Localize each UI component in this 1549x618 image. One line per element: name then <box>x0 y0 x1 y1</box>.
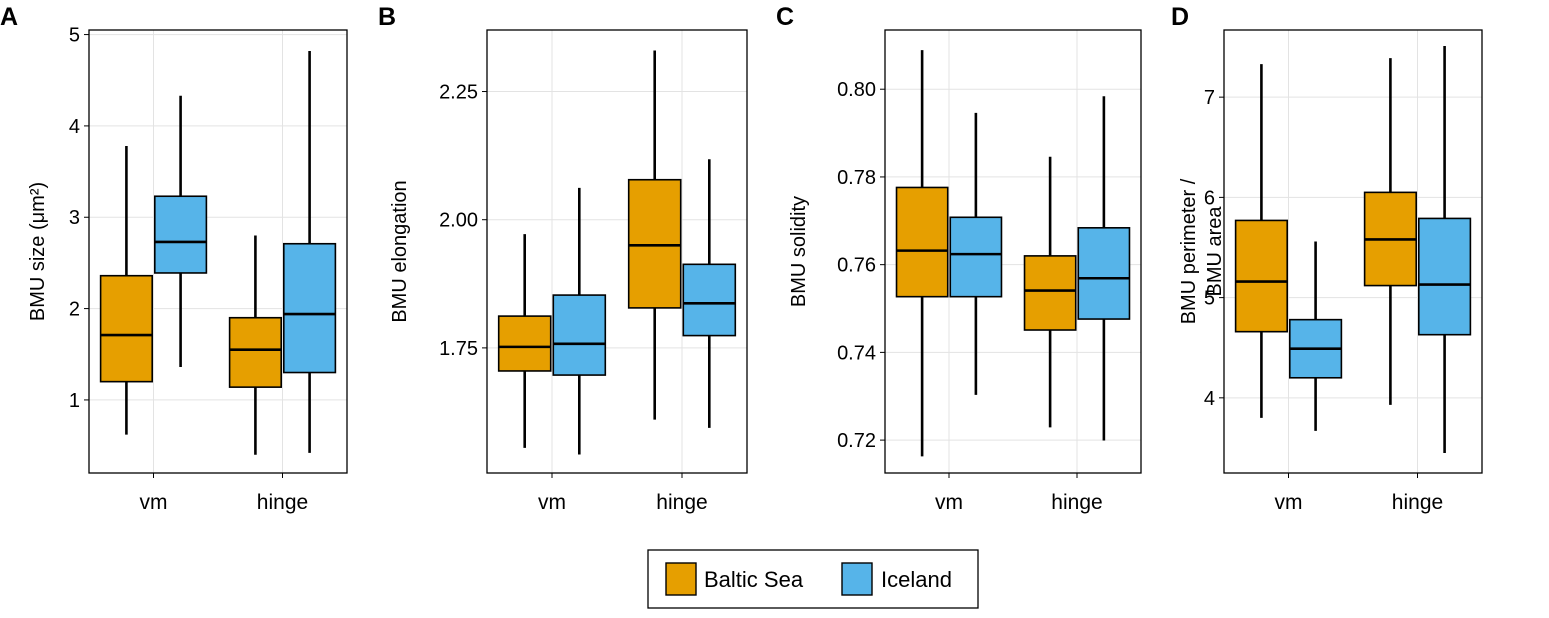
box-baltic-sea-vm <box>895 50 949 457</box>
box-iqr <box>153 195 208 274</box>
panel-d: 4 5 6 7 vm hinge D BMU perimeter / BMU area <box>1171 3 1483 514</box>
y-tick-label: 6 <box>1204 187 1215 209</box>
box-iqr <box>99 274 154 383</box>
panel-letter: A <box>0 3 18 31</box>
box-iceland-vm <box>552 187 607 455</box>
box-iqr <box>1417 217 1472 336</box>
box-iqr <box>282 242 337 374</box>
box-baltic-sea-hinge <box>627 50 682 420</box>
legend: Baltic Sea Iceland <box>647 549 979 609</box>
y-tick-label: 1.75 <box>439 338 478 360</box>
y-tick-label: 1 <box>69 390 80 412</box>
y-tick-label: 3 <box>69 207 80 229</box>
box-iqr <box>682 263 737 337</box>
y-axis-label: BMU size (μm²) <box>27 182 49 321</box>
y-tick-label: 7 <box>1204 87 1215 109</box>
y-tick-label: 2.00 <box>439 210 478 232</box>
y-axis-label: BMU elongation <box>389 180 411 322</box>
y-tick-label: 0.74 <box>837 342 876 364</box>
box-iqr <box>1234 219 1289 333</box>
box-iqr <box>895 186 949 298</box>
box-iceland-vm <box>949 112 1003 395</box>
y-tick-label: 0.76 <box>837 255 876 277</box>
y-tick-label: 0.78 <box>837 167 876 189</box>
legend-swatch-iceland <box>841 562 873 596</box>
x-tick-label: hinge <box>257 491 308 514</box>
box-baltic-sea-hinge <box>228 235 283 455</box>
box-baltic-sea-vm <box>497 234 552 448</box>
x-tick-label: hinge <box>1392 491 1443 514</box>
box-iceland-vm <box>153 95 208 368</box>
y-tick-label: 4 <box>69 116 80 138</box>
box-iceland-vm <box>1288 241 1343 431</box>
x-tick-label: vm <box>1275 491 1303 514</box>
panel-a: 1 2 3 4 5 vm hinge A BMU size (μm²) <box>0 3 348 514</box>
box-iceland-hinge <box>1417 46 1472 453</box>
y-tick-label: 0.80 <box>837 79 876 101</box>
y-tick-label: 0.72 <box>837 430 876 452</box>
box-iqr <box>228 316 283 388</box>
y-axis-label-line: BMU perimeter / <box>1178 178 1200 324</box>
x-tick-label: vm <box>538 491 566 514</box>
plot-frame <box>88 29 348 474</box>
legend-frame <box>647 549 979 609</box>
y-tick-label: 4 <box>1204 388 1215 410</box>
legend-label-iceland: Iceland <box>881 567 952 592</box>
panel-c: 0.72 0.74 0.76 0.78 0.80 vm hinge C BMU solidity <box>776 3 1142 514</box>
legend-label-baltic-sea: Baltic Sea <box>704 567 804 592</box>
legend-swatch-baltic-sea <box>665 562 697 596</box>
box-iqr <box>949 216 1003 298</box>
y-tick-label: 2.25 <box>439 82 478 104</box>
plot-frame <box>1223 29 1483 474</box>
y-axis-label-line: BMU area <box>1204 206 1226 297</box>
box-iqr <box>627 178 682 309</box>
y-tick-label: 2 <box>69 299 80 321</box>
box-iqr <box>1077 227 1131 320</box>
x-tick-label: vm <box>935 491 963 514</box>
x-tick-label: hinge <box>656 491 707 514</box>
box-baltic-sea-hinge <box>1363 58 1418 405</box>
box-iqr <box>1023 255 1077 331</box>
y-tick-label: 5 <box>1204 288 1215 310</box>
box-baltic-sea-hinge <box>1023 156 1077 428</box>
box-iceland-hinge <box>282 51 337 453</box>
y-axis-label: BMU perimeter / BMU area <box>1178 178 1226 324</box>
x-tick-label: vm <box>140 491 168 514</box>
box-baltic-sea-vm <box>1234 64 1289 418</box>
box-iqr <box>497 315 552 372</box>
plot-frame <box>486 29 748 474</box>
panels: 1 2 3 4 5 vm hinge A BMU size (μm²) 1.75 2.00 2.25 v… <box>0 3 1483 514</box>
panel-letter: B <box>378 3 396 31</box>
panel-letter: C <box>776 3 794 31</box>
box-iceland-hinge <box>682 159 737 428</box>
box-iceland-hinge <box>1077 96 1131 441</box>
plot-frame <box>884 29 1142 474</box>
y-tick-label: 5 <box>69 25 80 47</box>
box-iqr <box>552 294 607 376</box>
y-axis-label: BMU solidity <box>788 196 810 307</box>
x-tick-label: hinge <box>1051 491 1102 514</box>
panel-letter: D <box>1171 3 1189 31</box>
panel-b: 1.75 2.00 2.25 vm hinge B BMU elongation <box>378 3 748 514</box>
box-baltic-sea-vm <box>99 146 154 435</box>
